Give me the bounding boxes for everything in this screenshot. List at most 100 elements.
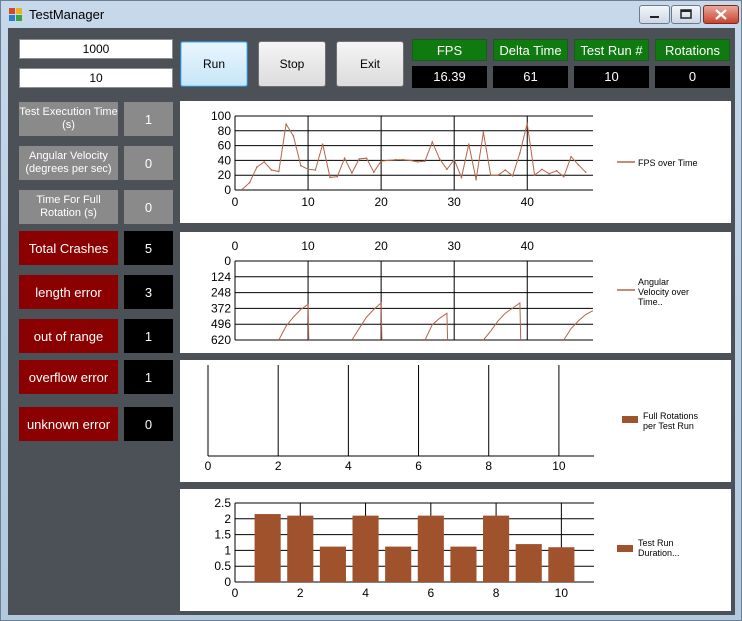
- x-tick-label: 0: [232, 586, 239, 600]
- angular-velocity-segment: [351, 301, 383, 341]
- x-tick-label: 40: [521, 239, 535, 253]
- full-rotation-time-value: 0: [124, 190, 173, 224]
- fps-data-point: [424, 160, 426, 162]
- test-execution-time-label: Test Execution Time (s): [19, 102, 118, 136]
- x-tick-label: 0: [232, 195, 239, 209]
- fps-data-point: [321, 143, 324, 145]
- x-tick-label: 4: [345, 459, 352, 473]
- maximize-button[interactable]: [671, 5, 701, 24]
- x-tick-label: 10: [552, 459, 566, 473]
- maximize-icon: [680, 9, 692, 19]
- close-button[interactable]: [703, 5, 739, 24]
- angular-velocity-value: 0: [124, 146, 173, 180]
- fps-data-point: [438, 158, 441, 160]
- rotations-chart-panel: 0 2 4 6 8 10 Full Rotations per Test Run: [180, 360, 731, 482]
- fps-data-point: [555, 169, 558, 172]
- y-tick-label: 20: [218, 168, 232, 182]
- fps-data-point: [343, 157, 346, 159]
- fps-data-point: [387, 159, 390, 162]
- y-tick-label: 248: [211, 286, 231, 300]
- fps-data-point: [577, 164, 580, 166]
- fps-data-point: [329, 176, 331, 179]
- fps-data-point: [373, 171, 375, 174]
- fps-data-point: [519, 152, 521, 154]
- x-tick-label: 6: [427, 586, 434, 600]
- x-tick-label: 8: [485, 459, 492, 473]
- fps-data-point: [409, 159, 412, 162]
- exit-button[interactable]: Exit: [336, 41, 404, 87]
- fps-data-point: [533, 174, 536, 176]
- y-tick-label: 0: [224, 575, 231, 589]
- stop-button[interactable]: Stop: [258, 41, 326, 87]
- fps-data-point: [460, 176, 463, 179]
- fps-data-point: [497, 174, 499, 176]
- legend-label: Angular: [638, 277, 669, 287]
- x-tick-label: 0: [205, 459, 212, 473]
- fps-data-point: [402, 158, 404, 161]
- x-tick-label: 2: [297, 586, 304, 600]
- fps-data-point: [380, 160, 382, 162]
- fps-data-point: [570, 155, 572, 158]
- delta-time-value: 61: [493, 66, 568, 88]
- x-tick-label: 20: [374, 195, 388, 209]
- legend-label: Full Rotations: [643, 411, 699, 421]
- iterations-input[interactable]: 1000: [19, 39, 173, 59]
- fps-series-line: [241, 122, 587, 190]
- unknown-error-value: 0: [124, 407, 173, 441]
- duration-bar: [385, 546, 412, 582]
- y-tick-label: 40: [218, 153, 232, 167]
- y-tick-label: 620: [211, 333, 231, 347]
- fps-data-point: [416, 161, 419, 163]
- y-tick-label: 0: [224, 183, 231, 197]
- y-tick-label: 124: [211, 270, 231, 284]
- fps-data-point: [299, 164, 302, 167]
- fps-data-point: [285, 123, 287, 125]
- angular-velocity-chart-panel: 0 124 248 372 496 620 0 10 20 30 40 Angular Velocity…: [180, 232, 731, 353]
- fps-data-point: [453, 158, 455, 161]
- run-button[interactable]: Run: [180, 41, 248, 87]
- fps-value: 16.39: [412, 66, 487, 88]
- fps-data-point: [541, 168, 543, 171]
- fps-data-point: [584, 171, 587, 174]
- y-tick-label: 0: [224, 254, 231, 268]
- duration-bar: [548, 547, 575, 582]
- fps-data-point: [256, 166, 258, 168]
- fps-data-point: [270, 169, 273, 171]
- fps-data-point: [241, 188, 244, 191]
- legend-swatch: [617, 545, 633, 552]
- overflow-error-value: 1: [124, 360, 173, 394]
- y-tick-label: 0.5: [214, 559, 231, 573]
- fps-data-point: [314, 169, 317, 171]
- x-tick-label: 8: [493, 586, 500, 600]
- minimize-icon: [650, 16, 659, 18]
- y-tick-label: 1: [224, 543, 231, 557]
- x-tick-label: 10: [301, 239, 315, 253]
- fps-data-point: [431, 141, 434, 143]
- fps-data-point: [307, 168, 309, 171]
- out-of-range-label: out of range: [19, 319, 118, 353]
- duration-bar: [417, 515, 444, 582]
- test-execution-time-value: 1: [124, 102, 173, 136]
- y-tick-label: 372: [211, 301, 231, 315]
- y-tick-label: 1.5: [214, 528, 231, 542]
- fps-data-point: [365, 157, 368, 159]
- duration-bar: [287, 515, 314, 582]
- rotations-label: Rotations: [655, 39, 730, 61]
- runs-input[interactable]: 10: [19, 68, 173, 88]
- fps-data-point: [292, 135, 295, 137]
- total-crashes-value: 5: [124, 231, 173, 265]
- minimize-button[interactable]: [639, 5, 670, 24]
- angular-velocity-segment: [424, 312, 449, 341]
- angular-velocity-segment: [563, 310, 594, 341]
- y-tick-label: 60: [218, 139, 232, 153]
- x-tick-label: 20: [374, 239, 388, 253]
- x-tick-label: 6: [415, 459, 422, 473]
- out-of-range-value: 1: [124, 319, 173, 353]
- fps-data-point: [489, 174, 492, 176]
- legend-swatch: [622, 416, 638, 423]
- rotations-value: 0: [655, 66, 730, 88]
- y-tick-label: 2: [224, 512, 231, 526]
